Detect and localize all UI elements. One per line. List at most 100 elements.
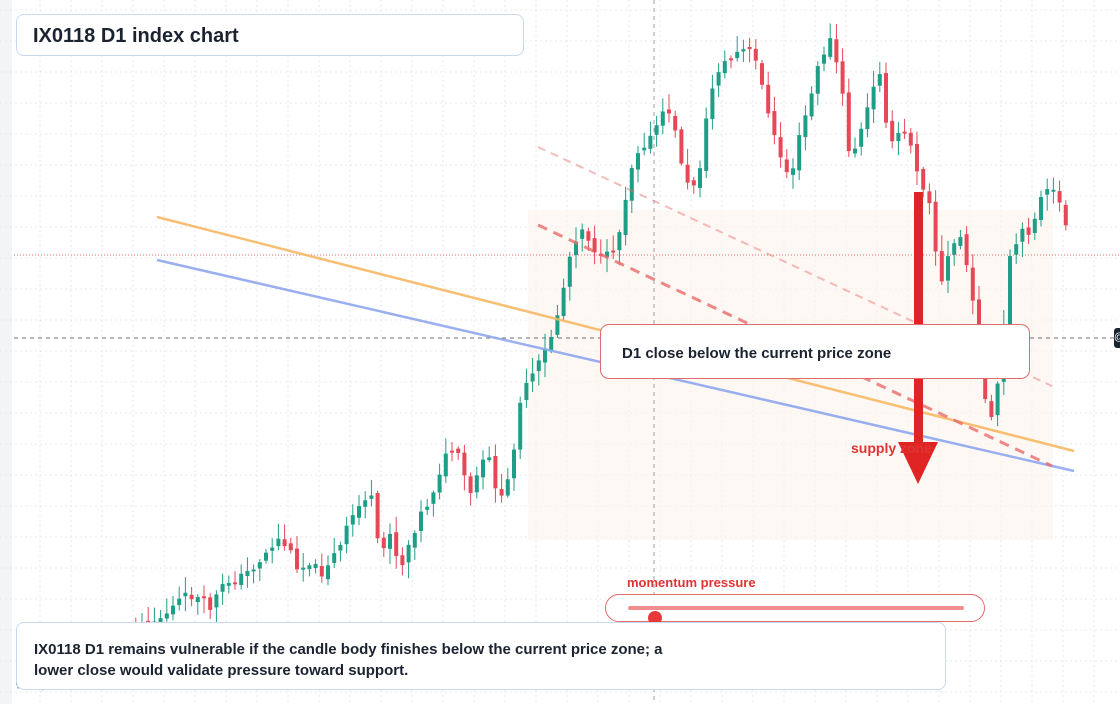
channel-upper bbox=[537, 146, 1053, 387]
candle-body bbox=[1014, 244, 1019, 255]
candle-body bbox=[257, 562, 262, 569]
momentum-label: momentum pressure bbox=[627, 575, 756, 590]
candle-body bbox=[952, 243, 957, 255]
candle-body bbox=[536, 360, 541, 372]
candle-body bbox=[524, 382, 529, 400]
momentum-knob[interactable] bbox=[647, 611, 662, 625]
candle-body bbox=[282, 539, 287, 547]
candle-body bbox=[828, 38, 833, 57]
candle-body bbox=[617, 232, 622, 251]
candle-body bbox=[425, 506, 430, 510]
momentum-slider[interactable] bbox=[605, 594, 985, 625]
candle-body bbox=[654, 125, 659, 135]
candle-body bbox=[301, 567, 306, 570]
candle-body bbox=[375, 493, 380, 539]
candle-body bbox=[673, 115, 678, 131]
candle-body bbox=[208, 597, 213, 610]
candle-body bbox=[592, 238, 597, 253]
candle-body bbox=[586, 231, 591, 241]
candle-body bbox=[698, 168, 702, 188]
candle-body bbox=[419, 511, 423, 531]
candle-body bbox=[778, 137, 783, 158]
candle-body bbox=[288, 543, 293, 551]
candle-body bbox=[171, 605, 175, 615]
candle-body bbox=[927, 191, 932, 204]
candle-body bbox=[487, 457, 492, 461]
candle-body bbox=[648, 135, 653, 149]
candle-body bbox=[338, 545, 343, 551]
candle-body bbox=[822, 54, 826, 64]
candle-body bbox=[493, 455, 498, 489]
candle-body bbox=[729, 58, 733, 61]
candle-body bbox=[809, 93, 814, 117]
candle-body bbox=[202, 596, 206, 599]
candle-body bbox=[772, 111, 777, 136]
candle-body bbox=[443, 453, 448, 477]
candle-body bbox=[437, 474, 442, 493]
candle-body bbox=[784, 159, 789, 173]
candle-body bbox=[623, 199, 628, 236]
candle-body bbox=[1008, 256, 1012, 327]
candle-body bbox=[332, 553, 337, 563]
candle-body bbox=[555, 315, 560, 335]
candle-body bbox=[908, 132, 913, 146]
candle-body bbox=[164, 613, 169, 619]
candle-body bbox=[902, 131, 907, 134]
candle-body bbox=[691, 180, 696, 186]
candle-body bbox=[518, 402, 523, 450]
candle-body bbox=[685, 164, 690, 183]
candle-body bbox=[468, 476, 473, 494]
summary-text: IX0118 D1 remains vulnerable if the cand… bbox=[34, 641, 663, 679]
candle-body bbox=[251, 569, 256, 572]
candle-body bbox=[766, 84, 771, 114]
candle-body bbox=[853, 148, 857, 154]
candle-body bbox=[958, 237, 963, 246]
candle-body bbox=[939, 251, 944, 282]
candle-body bbox=[319, 565, 324, 577]
candle-body bbox=[214, 594, 219, 608]
supply-zone-label: supply zone bbox=[851, 440, 932, 456]
candle-body bbox=[220, 584, 225, 592]
candle-body bbox=[964, 234, 969, 266]
candle-body bbox=[226, 583, 231, 586]
candle-body bbox=[580, 229, 585, 239]
candle-body bbox=[710, 88, 715, 120]
candle-body bbox=[859, 128, 864, 147]
candle-body bbox=[815, 66, 820, 94]
candle-body bbox=[747, 46, 752, 50]
candle-body bbox=[406, 544, 411, 563]
candle-body bbox=[1026, 227, 1031, 235]
candle-body bbox=[760, 63, 764, 85]
candle-body bbox=[797, 135, 802, 171]
candle-body bbox=[840, 61, 845, 94]
candle-body bbox=[505, 479, 510, 496]
bearish-arrow-head bbox=[898, 442, 938, 484]
candle-body bbox=[344, 525, 349, 545]
candle-body bbox=[1032, 218, 1037, 233]
candle-body bbox=[326, 565, 330, 580]
candle-body bbox=[462, 452, 467, 476]
candle-body bbox=[722, 61, 727, 74]
candle-body bbox=[400, 555, 405, 566]
candle-body bbox=[846, 92, 851, 152]
candle-body bbox=[871, 86, 876, 110]
candle-body bbox=[1057, 191, 1062, 203]
candle-body bbox=[276, 538, 281, 547]
candle-body bbox=[642, 147, 647, 151]
callout-text: D1 close below the current price zone bbox=[622, 345, 892, 362]
candle-body bbox=[667, 109, 671, 114]
candle-body bbox=[660, 111, 665, 126]
candle-body bbox=[803, 115, 808, 138]
candle-body bbox=[989, 401, 994, 417]
candle-body bbox=[753, 48, 758, 61]
candle-body bbox=[791, 168, 795, 175]
candle-body bbox=[394, 532, 399, 557]
price-tag-icon[interactable]: @ bbox=[1114, 328, 1120, 348]
candle-body bbox=[270, 547, 275, 551]
candle-body bbox=[896, 132, 901, 142]
candle-body bbox=[369, 495, 374, 499]
candle-body bbox=[450, 450, 454, 453]
chart-left-edge bbox=[0, 0, 12, 704]
candle-body bbox=[245, 570, 250, 577]
candle-body bbox=[543, 348, 547, 363]
